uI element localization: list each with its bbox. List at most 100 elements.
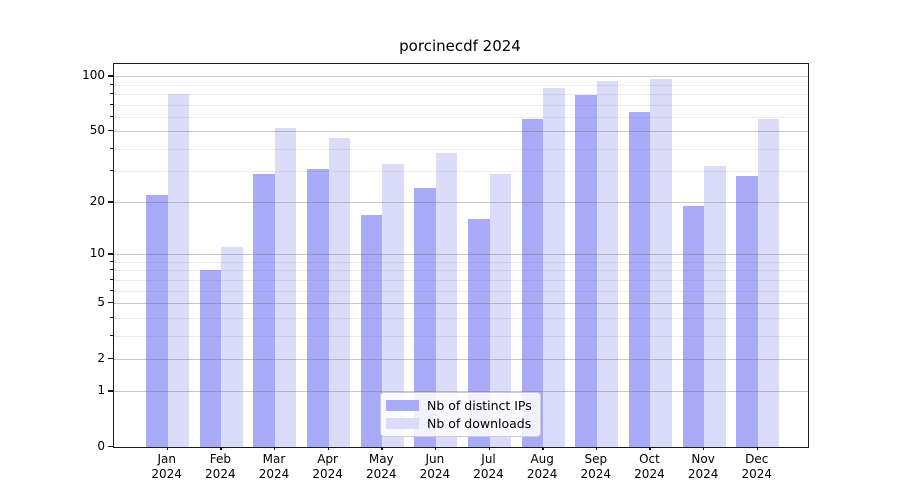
x-tick-mark bbox=[381, 446, 383, 450]
y-tick-label-2: 2 bbox=[97, 350, 105, 365]
bar-distinct-ips-jun bbox=[414, 188, 436, 447]
y-minor-tick-mark bbox=[110, 92, 113, 94]
gridline-major-10 bbox=[114, 254, 808, 256]
y-minor-tick-mark bbox=[110, 103, 113, 105]
x-tick-month: Oct bbox=[639, 452, 660, 466]
x-tick-mark bbox=[273, 446, 276, 450]
legend-label: Nb of distinct IPs bbox=[427, 398, 532, 413]
x-tick-year: 2024 bbox=[687, 467, 719, 481]
x-tick-month: Feb bbox=[209, 452, 231, 466]
bar-distinct-ips-nov bbox=[682, 206, 705, 447]
x-tick-mark bbox=[327, 446, 329, 450]
y-tick-mark bbox=[108, 357, 113, 360]
bar-distinct-ips-mar bbox=[253, 173, 275, 447]
gridline-minor-8 bbox=[114, 270, 808, 272]
x-tick-month: May bbox=[368, 452, 394, 466]
bar-distinct-ips-jul bbox=[468, 219, 490, 447]
gridline-minor-3 bbox=[114, 335, 808, 337]
plot-area: Nb of distinct IPs Nb of downloads bbox=[113, 63, 809, 448]
x-tick-month: Jul bbox=[481, 452, 496, 466]
y-minor-tick-mark bbox=[110, 115, 113, 117]
x-tick-label-apr: Apr 2024 bbox=[300, 452, 356, 482]
legend-item-distinct-ips: Nb of distinct IPs bbox=[386, 398, 532, 413]
y-tick-mark bbox=[108, 130, 113, 132]
bar-downloads-mar bbox=[274, 128, 297, 447]
x-tick-label-dec: Dec 2024 bbox=[729, 452, 785, 482]
bar-distinct-ips-sep bbox=[575, 94, 597, 447]
y-minor-tick-mark bbox=[110, 278, 113, 280]
bar-distinct-ips-feb bbox=[199, 270, 222, 447]
bar-downloads-jun bbox=[435, 152, 458, 447]
x-tick-month: Mar bbox=[262, 452, 286, 466]
x-tick-label-may: May 2024 bbox=[353, 452, 409, 482]
bar-distinct-ips-may bbox=[360, 214, 383, 447]
y-minor-tick-mark bbox=[110, 147, 113, 149]
gridline-major-1 bbox=[114, 391, 808, 393]
y-tick-mark bbox=[108, 390, 113, 392]
x-tick-mark bbox=[434, 446, 437, 450]
gridline-major-50 bbox=[114, 131, 808, 133]
y-minor-tick-mark bbox=[110, 289, 113, 291]
x-tick-month: Nov bbox=[691, 452, 715, 466]
x-tick-label-nov: Nov 2024 bbox=[675, 452, 731, 482]
gridline-major-5 bbox=[114, 303, 808, 305]
bar-downloads-dec bbox=[757, 119, 780, 447]
gridline-major-2 bbox=[114, 358, 808, 360]
x-tick-label-oct: Oct 2024 bbox=[621, 452, 677, 482]
y-minor-tick-mark bbox=[110, 261, 113, 262]
y-tick-label-1: 1 bbox=[97, 383, 105, 398]
x-tick-mark bbox=[542, 446, 544, 450]
x-tick-mark bbox=[649, 446, 651, 450]
x-tick-label-feb: Feb 2024 bbox=[192, 452, 248, 482]
legend-item-downloads: Nb of downloads bbox=[386, 416, 532, 431]
y-tick-mark bbox=[108, 302, 113, 304]
bar-downloads-aug bbox=[543, 88, 565, 447]
gridline-minor-80 bbox=[114, 93, 808, 95]
gridline-minor-9 bbox=[114, 262, 808, 263]
x-tick-mark bbox=[166, 446, 169, 450]
y-minor-tick-mark bbox=[110, 269, 113, 271]
x-tick-year: 2024 bbox=[473, 467, 504, 481]
x-tick-label-jan: Jan 2024 bbox=[139, 452, 195, 482]
x-tick-year: 2024 bbox=[634, 467, 665, 481]
x-tick-label-jul: Jul 2024 bbox=[461, 452, 517, 482]
y-tick-label-50: 50 bbox=[89, 123, 105, 138]
x-tick-label-jun: Jun 2024 bbox=[407, 452, 463, 482]
gridline-minor-40 bbox=[114, 148, 808, 150]
bar-downloads-apr bbox=[328, 137, 351, 447]
bar-distinct-ips-jan bbox=[146, 195, 168, 447]
x-tick-month: Aug bbox=[530, 452, 554, 466]
x-tick-month: Jan bbox=[157, 452, 176, 466]
x-tick-month: Apr bbox=[317, 452, 338, 466]
y-tick-mark bbox=[108, 75, 113, 77]
gridline-minor-4 bbox=[114, 317, 808, 319]
x-tick-mark bbox=[220, 446, 222, 450]
gridline-minor-70 bbox=[114, 104, 808, 106]
y-tick-label-0: 0 bbox=[97, 439, 105, 453]
bar-downloads-sep bbox=[596, 81, 619, 447]
x-tick-month: Sep bbox=[584, 452, 608, 466]
x-tick-year: 2024 bbox=[312, 467, 343, 481]
gridline-major-20 bbox=[114, 202, 808, 204]
x-tick-year: 2024 bbox=[741, 467, 772, 481]
x-tick-mark bbox=[756, 446, 759, 450]
y-tick-mark bbox=[108, 201, 113, 203]
y-tick-label-5: 5 bbox=[97, 295, 105, 310]
x-tick-mark bbox=[703, 446, 705, 450]
y-tick-label-10: 10 bbox=[89, 246, 105, 261]
bar-distinct-ips-aug bbox=[521, 119, 544, 447]
bar-distinct-ips-dec bbox=[736, 176, 758, 447]
bar-downloads-jul bbox=[489, 173, 512, 447]
x-tick-label-sep: Sep 2024 bbox=[568, 452, 624, 482]
x-tick-year: 2024 bbox=[151, 467, 182, 481]
x-tick-year: 2024 bbox=[205, 467, 236, 481]
y-tick-mark bbox=[108, 253, 113, 255]
chart-title: porcinecdf 2024 bbox=[399, 37, 521, 55]
gridline-minor-7 bbox=[114, 279, 808, 281]
x-tick-month: Dec bbox=[745, 452, 769, 466]
legend-swatch-downloads bbox=[386, 418, 419, 429]
gridline-minor-90 bbox=[114, 84, 808, 86]
y-tick-label-100: 100 bbox=[82, 68, 105, 83]
bar-distinct-ips-apr bbox=[307, 168, 329, 447]
gridline-minor-60 bbox=[114, 116, 808, 118]
